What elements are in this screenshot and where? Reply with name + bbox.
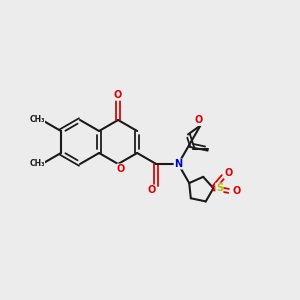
Text: O: O [232,186,241,196]
Text: O: O [147,185,155,195]
Text: S: S [216,183,223,193]
Text: O: O [117,164,125,174]
Text: CH₃: CH₃ [29,116,45,124]
Text: CH₃: CH₃ [29,160,45,169]
Text: O: O [194,116,202,125]
Text: O: O [224,168,232,178]
Text: N: N [174,159,182,169]
Text: O: O [114,90,122,100]
